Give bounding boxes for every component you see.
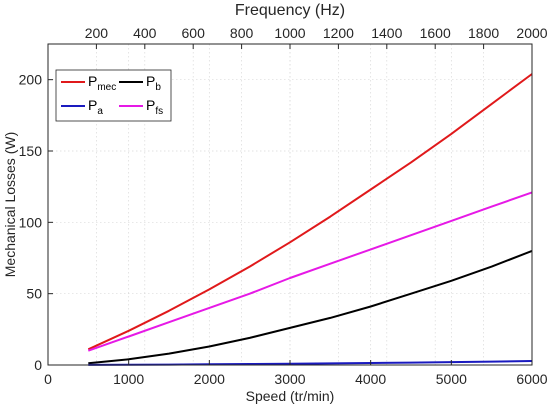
x-axis-title: Speed (tr/min): [246, 388, 335, 404]
series-line-Pmec: [87, 73, 533, 351]
series-line-Pfs: [87, 191, 533, 352]
top-x-tick-label: 1000: [274, 25, 305, 41]
legend-label-Pb: Pb: [146, 73, 161, 93]
bottom-axis: 0 1000 2000 3000 4000 5000 6000: [44, 360, 548, 387]
top-x-tick-label: 800: [230, 25, 254, 41]
y-tick-label: 200: [19, 72, 43, 88]
top-x-tick-label: 200: [85, 25, 109, 41]
y-axis-title: Mechanical Losses (W): [2, 132, 18, 278]
y-tick-label: 150: [19, 143, 43, 159]
y-tick-label: 0: [34, 357, 42, 373]
x-tick-label: 4000: [355, 371, 386, 387]
legend-label-Pfs: Pfs: [146, 97, 163, 117]
top-x-tick-label: 1800: [468, 25, 499, 41]
legend-box: [55, 69, 172, 122]
legend-label-Pmec: Pmec: [88, 73, 116, 93]
x-tick-label: 2000: [194, 371, 225, 387]
left-axis: 0 50 100 150 200: [19, 72, 53, 373]
series-line-Pb: [88, 249, 533, 365]
legend-label-Pa: Pa: [88, 97, 103, 117]
y-tick-label: 50: [26, 286, 42, 302]
legend: Pmec Pb Pa Pfs: [55, 69, 172, 122]
x-tick-label: 1000: [113, 371, 144, 387]
x-tick-label: 5000: [436, 371, 467, 387]
top-x-tick-label: 1200: [323, 25, 354, 41]
top-x-tick-label: 600: [182, 25, 206, 41]
top-x-tick-label: 400: [133, 25, 157, 41]
x-tick-label: 0: [44, 371, 52, 387]
y-tick-label: 100: [19, 214, 43, 230]
top-x-tick-label: 2000: [516, 25, 547, 41]
top-x-tick-label: 1400: [371, 25, 402, 41]
x-tick-label: 6000: [516, 371, 547, 387]
x-tick-label: 3000: [274, 371, 305, 387]
top-x-tick-label: 1600: [420, 25, 451, 41]
top-axis: 200 400 600 800 1000 1200 1400 1600 1800 2000: [85, 25, 548, 49]
top-axis-title: Frequency (Hz): [235, 2, 345, 19]
